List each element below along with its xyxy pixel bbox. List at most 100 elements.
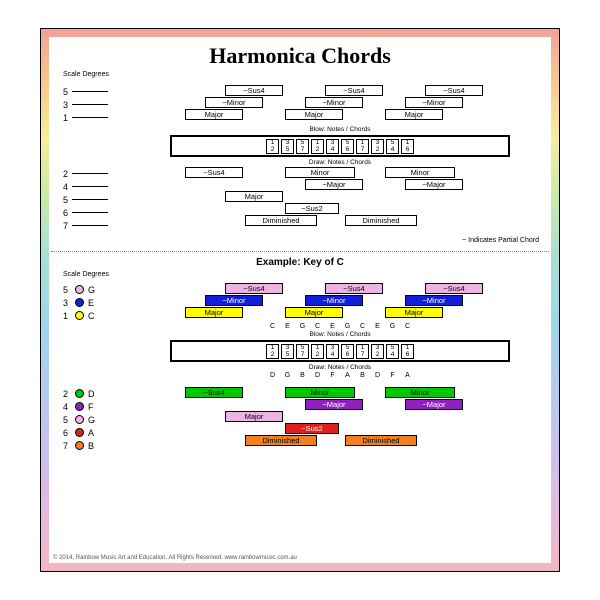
harmonica-hole: 57 xyxy=(296,139,309,154)
scale-degrees-label-ex: Scale Degrees xyxy=(63,271,109,278)
harp-body-top: 12355712345617325416 xyxy=(170,135,510,157)
blow-label-ex: Blow: Notes / Chords xyxy=(139,331,541,338)
scale-degrees-label-top: Scale Degrees xyxy=(63,71,109,78)
harmonica-hole: 35 xyxy=(281,344,294,359)
draw-label: Draw: Notes / Chords xyxy=(139,159,541,166)
note-label: G xyxy=(280,372,295,379)
chord-box: ~Minor xyxy=(305,295,363,306)
note-label: E xyxy=(370,323,385,330)
chord-box: Minor xyxy=(285,167,355,178)
chord-box: ~Sus4 xyxy=(425,85,483,96)
scale-degrees-upper-ex: 5G3E1C xyxy=(63,283,95,322)
scale-degree-row: 1C xyxy=(63,309,95,322)
chord-box: Diminished xyxy=(245,435,317,446)
harmonica-hole: 34 xyxy=(326,344,339,359)
blow-notes: CEGCEGCEGC xyxy=(139,323,541,330)
harmonica-hole: 16 xyxy=(401,139,414,154)
chord-box: ~Sus2 xyxy=(285,423,339,434)
chord-box: Major xyxy=(285,109,343,120)
chord-box: Major xyxy=(385,109,443,120)
scale-degrees-lower: 24567 xyxy=(63,167,108,232)
note-label: D xyxy=(370,372,385,379)
chord-box: ~Major xyxy=(405,179,463,190)
harmonica-hole: 34 xyxy=(326,139,339,154)
harmonica-hole: 56 xyxy=(341,344,354,359)
harmonica-hole: 12 xyxy=(311,139,324,154)
chord-box: Diminished xyxy=(345,215,417,226)
note-label: G xyxy=(385,323,400,330)
chord-box: ~Sus4 xyxy=(325,283,383,294)
draw-label-ex: Draw: Notes / Chords xyxy=(139,364,541,371)
chord-box: Minor xyxy=(385,167,455,178)
chord-box: ~Minor xyxy=(305,97,363,108)
note-label: E xyxy=(325,323,340,330)
partial-chord-note: ~ Indicates Partial Chord xyxy=(462,237,539,244)
scale-degree-row: 5 xyxy=(63,193,108,206)
example-title: Example: Key of C xyxy=(49,257,551,268)
harmonica-hole: 12 xyxy=(266,139,279,154)
harmonica-hole: 54 xyxy=(386,139,399,154)
harmonica-hole: 57 xyxy=(296,344,309,359)
blow-chords-ex: ~Sus4~Sus4~Sus4~Minor~Minor~MinorMajorMa… xyxy=(139,283,541,319)
scale-degree-row: 6A xyxy=(63,426,95,439)
scale-degrees-lower-ex: 2D4F5G6A7B xyxy=(63,387,95,452)
note-label: G xyxy=(340,323,355,330)
scale-degree-row: 5G xyxy=(63,283,95,296)
scale-degree-row: 3E xyxy=(63,296,95,309)
poster-frame: Harmonica Chords Scale Degrees 531 ~Sus4… xyxy=(40,28,560,572)
scale-degree-row: 5G xyxy=(63,413,95,426)
chord-box: ~Sus4 xyxy=(225,85,283,96)
note-label: F xyxy=(325,372,340,379)
note-label: E xyxy=(280,323,295,330)
harp-body-ex: 12355712345617325416 xyxy=(170,340,510,362)
chord-box: ~Sus4 xyxy=(325,85,383,96)
harmonica-hole: 32 xyxy=(371,139,384,154)
chord-box: Major xyxy=(225,191,283,202)
scale-degree-row: 2D xyxy=(63,387,95,400)
chord-box: Minor xyxy=(285,387,355,398)
note-label: B xyxy=(355,372,370,379)
chord-box: Major xyxy=(385,307,443,318)
chord-box: Diminished xyxy=(345,435,417,446)
harmonica-top: Blow: Notes / Chords 1235571234561732541… xyxy=(139,125,541,167)
chord-box: Major xyxy=(285,307,343,318)
scale-degrees-upper: 531 xyxy=(63,85,108,124)
blow-label: Blow: Notes / Chords xyxy=(139,126,541,133)
scale-degree-row: 6 xyxy=(63,206,108,219)
chord-box: ~Minor xyxy=(205,97,263,108)
harmonica-hole: 35 xyxy=(281,139,294,154)
scale-degree-row: 5 xyxy=(63,85,108,98)
chord-box: ~Minor xyxy=(205,295,263,306)
chord-box: Minor xyxy=(385,387,455,398)
note-label: C xyxy=(265,323,280,330)
scale-degree-row: 3 xyxy=(63,98,108,111)
note-label: B xyxy=(295,372,310,379)
note-label: C xyxy=(400,323,415,330)
note-label: C xyxy=(355,323,370,330)
chord-box: ~Sus2 xyxy=(285,203,339,214)
page-title: Harmonica Chords xyxy=(55,43,545,69)
harmonica-hole: 56 xyxy=(341,139,354,154)
harmonica-hole: 32 xyxy=(371,344,384,359)
note-label: G xyxy=(295,323,310,330)
chord-box: ~Major xyxy=(305,399,363,410)
draw-chords-ex: ~Sus4MinorMinor~Major~MajorMajor~Sus2Dim… xyxy=(139,387,541,449)
scale-degree-row: 4F xyxy=(63,400,95,413)
harmonica-hole: 54 xyxy=(386,344,399,359)
note-label: D xyxy=(265,372,280,379)
note-label: C xyxy=(310,323,325,330)
harmonica-hole: 16 xyxy=(401,344,414,359)
harmonica-hole: 12 xyxy=(311,344,324,359)
scale-degree-row: 1 xyxy=(63,111,108,124)
harmonica-hole: 12 xyxy=(266,344,279,359)
chord-box: ~Major xyxy=(305,179,363,190)
scale-degree-row: 2 xyxy=(63,167,108,180)
chord-box: ~Sus4 xyxy=(185,167,243,178)
chord-box: Major xyxy=(185,109,243,120)
scale-degree-row: 4 xyxy=(63,180,108,193)
section-divider xyxy=(51,251,549,252)
copyright-text: © 2014, Rainbow Music Art and Education.… xyxy=(53,555,297,561)
chord-box: ~Sus4 xyxy=(425,283,483,294)
scale-degree-row: 7B xyxy=(63,439,95,452)
chord-box: ~Minor xyxy=(405,295,463,306)
